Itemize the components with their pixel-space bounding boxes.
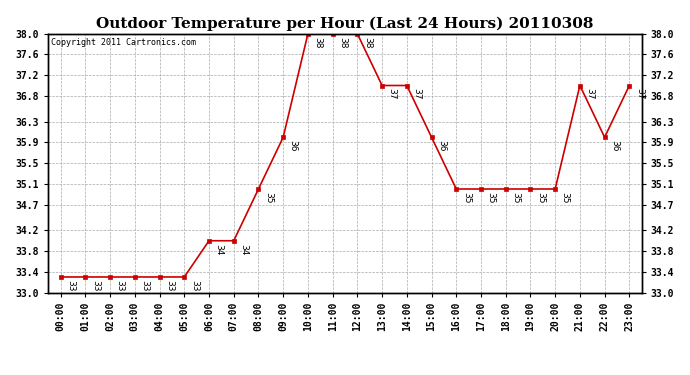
Text: Copyright 2011 Cartronics.com: Copyright 2011 Cartronics.com <box>51 38 196 46</box>
Text: 33: 33 <box>116 280 125 291</box>
Text: 37: 37 <box>388 88 397 100</box>
Text: 33: 33 <box>66 280 75 291</box>
Text: 37: 37 <box>413 88 422 100</box>
Text: 35: 35 <box>486 192 495 203</box>
Text: 33: 33 <box>140 280 150 291</box>
Text: 38: 38 <box>338 36 347 48</box>
Text: 33: 33 <box>190 280 199 291</box>
Text: 37: 37 <box>635 88 644 100</box>
Text: 34: 34 <box>239 243 248 255</box>
Text: 36: 36 <box>288 140 298 152</box>
Text: 38: 38 <box>363 36 372 48</box>
Text: 35: 35 <box>536 192 545 203</box>
Text: 33: 33 <box>165 280 174 291</box>
Text: 36: 36 <box>437 140 446 152</box>
Text: 36: 36 <box>610 140 619 152</box>
Title: Outdoor Temperature per Hour (Last 24 Hours) 20110308: Outdoor Temperature per Hour (Last 24 Ho… <box>96 17 594 31</box>
Text: 33: 33 <box>91 280 100 291</box>
Text: 34: 34 <box>215 243 224 255</box>
Text: 35: 35 <box>511 192 520 203</box>
Text: 37: 37 <box>585 88 595 100</box>
Text: 35: 35 <box>264 192 273 203</box>
Text: 35: 35 <box>462 192 471 203</box>
Text: 35: 35 <box>561 192 570 203</box>
Text: 38: 38 <box>313 36 322 48</box>
